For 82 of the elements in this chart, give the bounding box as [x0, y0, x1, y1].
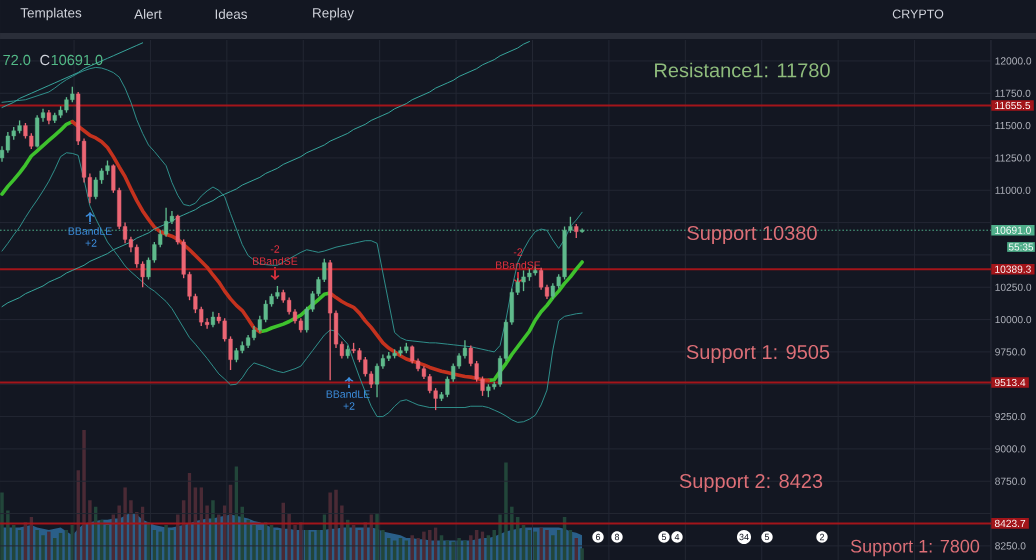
text: 5 — [764, 533, 770, 541]
bar — [82, 429, 86, 560]
bar — [545, 530, 549, 560]
y-tick-label: 11250.0 — [995, 154, 1031, 162]
bar — [170, 530, 174, 560]
text: 2 — [819, 533, 825, 541]
bar — [135, 511, 139, 560]
y-tick-label: 8250.0 — [995, 542, 1026, 550]
y-tick-label: 9250.0 — [995, 412, 1026, 421]
bar — [205, 505, 209, 560]
text: Replay — [313, 7, 354, 21]
text: Support 2: 8423 — [679, 473, 823, 493]
y-tick-label: 11750.0 — [995, 89, 1031, 97]
ref-line-label: 8423.7 — [994, 519, 1026, 528]
bar — [469, 535, 473, 560]
text: Ideas — [215, 9, 248, 19]
text: Resistance1: 11780 — [655, 62, 830, 78]
bar — [6, 510, 10, 560]
bar — [35, 530, 39, 560]
y-tick-label: 11500.0 — [995, 121, 1031, 130]
annotation: -2 — [270, 245, 280, 253]
annotation: 72.0 — [3, 54, 31, 66]
ref-line-label: 10691.0 — [995, 226, 1031, 234]
ref-line-label: 9513.4 — [994, 378, 1026, 387]
y-tick-label: 10000.0 — [995, 315, 1032, 324]
text: Support 1: 9505 — [686, 344, 830, 364]
bar — [375, 513, 379, 560]
bar — [252, 524, 256, 560]
annotation: 10691.0 — [51, 54, 103, 66]
candlestick — [580, 227, 585, 234]
text: 55:35 — [1008, 243, 1034, 251]
bar — [158, 531, 162, 560]
bar — [504, 462, 508, 560]
ref-line-label: 10389.3 — [995, 265, 1031, 273]
annotation: +2 — [343, 402, 355, 410]
annotation: C — [40, 54, 50, 66]
bar — [428, 530, 432, 560]
y-tick-label: 10250.0 — [995, 283, 1032, 291]
y-tick-label: 9750.0 — [995, 348, 1026, 356]
bar — [117, 505, 121, 560]
y-tick-label: 11000.0 — [995, 186, 1031, 194]
bar — [410, 535, 414, 560]
bar — [580, 548, 584, 560]
text: 34 — [739, 533, 749, 541]
y-tick-label: 8750.0 — [995, 477, 1026, 485]
y-tick-label: 12000.0 — [995, 57, 1032, 65]
annotation: BBandLE — [326, 390, 370, 398]
bar — [381, 530, 385, 560]
text: Templates — [20, 7, 82, 21]
bar — [52, 537, 57, 560]
bar — [492, 530, 496, 560]
annotation: BBandSE — [253, 257, 298, 265]
text: Support 1: 7800 — [850, 539, 980, 557]
bar — [164, 524, 168, 560]
text: 8 — [614, 533, 620, 541]
text: CRYPTO — [892, 9, 944, 19]
annotation: +2 — [85, 239, 97, 247]
bar — [129, 500, 133, 560]
bar — [41, 535, 45, 560]
bar — [299, 522, 303, 560]
text: 4 — [674, 533, 680, 541]
bar — [258, 530, 262, 560]
bar — [211, 500, 215, 560]
ref-line-label: 11655.5 — [995, 101, 1031, 110]
bar — [328, 492, 332, 560]
bar — [457, 537, 461, 560]
annotation: BBandLE — [68, 227, 112, 235]
text: Alert — [134, 9, 162, 19]
bar — [422, 531, 426, 560]
bar — [551, 535, 555, 560]
bar — [287, 513, 291, 560]
bar — [176, 514, 180, 560]
bar — [533, 531, 538, 560]
bar — [334, 489, 338, 560]
text: Support 10380 — [687, 225, 817, 245]
text: 6 — [595, 533, 601, 541]
text: 5 — [661, 533, 667, 541]
annotation: BBandSE — [496, 261, 541, 269]
bar — [88, 500, 92, 560]
annotation: -2 — [513, 248, 523, 256]
y-tick-label: 9000.0 — [995, 445, 1026, 453]
bar — [510, 506, 514, 560]
